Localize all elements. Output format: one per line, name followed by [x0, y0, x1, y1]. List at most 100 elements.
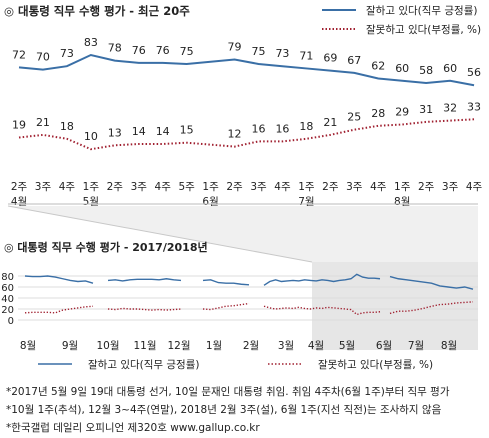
positive-series-label: 60 [443, 62, 457, 75]
top-plot-area: 72 70 73 83 78 76 76 75 79 75 73 71 69 67 62 60 58 60 56 19… [11, 36, 483, 208]
positive-series-label: 71 [299, 49, 313, 62]
x-tick-week: 1주 [83, 181, 100, 193]
x-tick-week: 2주 [226, 181, 243, 193]
x-tick-week: 2주 [418, 181, 435, 193]
x-tick-month: 3월 [278, 340, 294, 352]
positive-series-label: 62 [371, 60, 385, 73]
x-tick-week: 4주 [274, 181, 291, 193]
negative-series-label: 18 [299, 120, 313, 133]
negative-series-label: 21 [36, 116, 50, 129]
negative-series-label: 15 [180, 124, 194, 137]
negative-series-segment [263, 305, 381, 316]
positive-series-label: 60 [395, 62, 409, 75]
x-tick-week: 3주 [442, 181, 459, 193]
positive-series-label: 75 [252, 45, 266, 58]
positive-series-label: 69 [323, 52, 337, 65]
negative-series-label: 32 [443, 102, 457, 115]
negative-series-label: 25 [347, 111, 361, 124]
negative-series-label: 28 [371, 107, 385, 120]
x-tick-week: 3주 [346, 181, 363, 193]
positive-series-segment [389, 275, 474, 290]
y-tick-label: 80 [1, 272, 14, 283]
positive-series-label: 73 [60, 47, 74, 60]
x-tick-month: 6월 [376, 340, 392, 352]
x-tick-week: 3주 [35, 181, 52, 193]
top-legend-negative-label: 잘못하고 있다(부정률, %) [366, 23, 481, 36]
x-tick-month: 12월 [167, 340, 190, 352]
footnote-skipped-weeks: *10월 1주(추석), 12월 3~4주(연말), 2018년 2월 3주(설… [6, 404, 442, 416]
footnote-source: *한국갤럽 데일리 오피니언 제320호 www.gallup.co.kr [6, 422, 260, 434]
x-tick-week: 3주 [250, 181, 267, 193]
positive-series-label: 76 [156, 44, 170, 57]
bottom-legend-negative-label: 잘못하고 있다(부정률, %) [318, 358, 433, 371]
negative-series-label: 12 [228, 128, 242, 141]
x-tick-week: 4주 [59, 181, 76, 193]
negative-series-label: 16 [252, 122, 266, 135]
positive-series-line [18, 53, 475, 87]
y-tick-label: 0 [8, 316, 14, 327]
x-tick-month: 5월 [339, 340, 355, 352]
positive-series-label: 58 [419, 64, 433, 77]
x-tick-month: 5월 [83, 196, 99, 208]
positive-series-segment [24, 275, 94, 284]
x-tick-month: 7월 [408, 340, 424, 352]
x-tick-month: 4월 [11, 196, 27, 208]
negative-series-line [18, 118, 475, 151]
zoom-connector-edge [7, 205, 313, 263]
zoom-connector [8, 206, 478, 262]
bottom-legend-positive-label: 잘하고 있다(직무 긍정률) [88, 358, 199, 371]
x-tick-month: 11월 [133, 340, 156, 352]
positive-series-label: 70 [36, 51, 50, 64]
recent-period-highlight [312, 262, 478, 350]
x-tick-week: 2주 [11, 181, 28, 193]
x-tick-month: 1월 [206, 340, 222, 352]
x-tick-month: 7월 [298, 196, 314, 208]
negative-series-label: 31 [419, 103, 433, 116]
positive-series-label: 79 [228, 40, 242, 53]
x-tick-week: 4주 [155, 181, 172, 193]
negative-series-label: 13 [108, 126, 122, 139]
x-tick-week: 1주 [202, 181, 219, 193]
x-tick-month: 10월 [96, 340, 119, 352]
positive-series-label: 83 [84, 36, 98, 49]
x-tick-month: 4월 [308, 340, 324, 352]
x-tick-month: 9월 [62, 340, 78, 352]
negative-series-label: 18 [60, 120, 74, 133]
x-tick-week: 4주 [466, 181, 483, 193]
x-tick-week: 4주 [370, 181, 387, 193]
positive-series-label: 78 [108, 42, 122, 55]
x-tick-week: 2주 [322, 181, 339, 193]
x-tick-month: 8월 [441, 340, 457, 352]
top-chart-title: ◎ 대통령 직무 수행 평가 - 최근 20주 [4, 4, 190, 18]
y-tick-label: 40 [1, 294, 14, 305]
negative-series-label: 29 [395, 106, 409, 119]
positive-series-segment [107, 278, 182, 282]
x-tick-week: 2주 [107, 181, 124, 193]
x-tick-week: 5주 [178, 181, 195, 193]
footnote-election: *2017년 5월 9일 19대 대통령 선거, 10일 문재인 대통령 취임.… [6, 386, 450, 398]
x-tick-month: 8월 [20, 340, 36, 352]
negative-series-label: 14 [156, 125, 170, 138]
positive-series-label: 72 [12, 48, 26, 61]
positive-series-segment [263, 273, 381, 286]
negative-series-label: 19 [12, 119, 26, 132]
x-tick-month: 6월 [202, 196, 218, 208]
x-tick-month: 2월 [243, 340, 259, 352]
negative-series-label: 14 [132, 125, 146, 138]
negative-series-segment [24, 305, 94, 314]
x-tick-week: 3주 [131, 181, 148, 193]
positive-series-label: 75 [180, 45, 194, 58]
positive-series-label: 76 [132, 44, 146, 57]
x-tick-week: 1주 [394, 181, 411, 193]
negative-series-label: 21 [323, 116, 337, 129]
positive-series-label: 73 [275, 47, 289, 60]
negative-series-label: 16 [275, 122, 289, 135]
y-tick-label: 20 [1, 305, 14, 316]
x-tick-week: 1주 [298, 181, 315, 193]
positive-series-segment [202, 279, 250, 286]
negative-series-label: 10 [84, 130, 98, 143]
positive-series-label: 56 [467, 66, 481, 79]
negative-series-label: 33 [467, 100, 481, 113]
